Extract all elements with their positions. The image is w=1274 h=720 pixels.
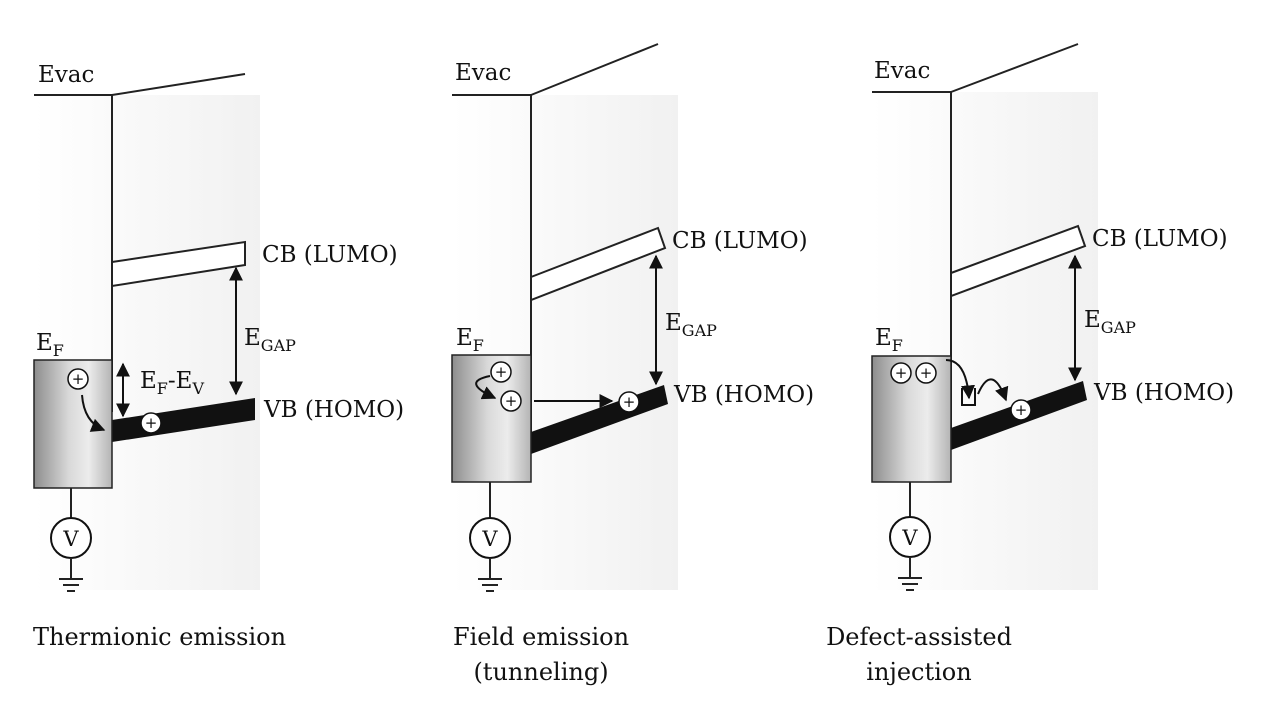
caption-line: (tunneling): [473, 658, 608, 686]
panel-field-emission: Evac CB (LUMO) VB (HOMO) EF EGAP + + + V…: [451, 43, 814, 686]
hole-icon: [915, 362, 937, 384]
caption-line: Field emission: [453, 623, 629, 651]
caption-line: Thermionic emission: [33, 623, 286, 651]
cb-label: CB (LUMO): [1092, 226, 1228, 252]
ef-ev-label: EF-EV: [140, 368, 204, 398]
hole-symbol: +: [1015, 401, 1028, 419]
semiconductor-background: [452, 95, 678, 590]
hole-icon: [140, 412, 162, 434]
fermi-level-label: EF: [36, 330, 64, 360]
thermal-excitation-arrow: [475, 375, 497, 400]
evac-level-semiconductor: [111, 73, 246, 96]
thermionic-path-arrow: [81, 394, 106, 432]
conduction-band: [950, 224, 1087, 298]
hole-icon: [890, 362, 912, 384]
hole-icon: [618, 391, 640, 413]
vb-label: VB (HOMO): [673, 382, 814, 408]
cb-label: CB (LUMO): [672, 228, 808, 254]
metal-electrode: [871, 355, 952, 483]
evac-level-semiconductor: [530, 43, 659, 96]
fermi-level-label: EF: [456, 325, 484, 355]
semiconductor-background: [34, 95, 260, 590]
ground-icon: [478, 578, 502, 592]
evac-level-semiconductor: [950, 43, 1079, 93]
panel-thermionic-emission: Evac CB (LUMO) VB (HOMO) EF EGAP EF-EV +…: [33, 62, 404, 651]
caption-line: Defect-assisted: [826, 623, 1012, 651]
hole-symbol: +: [623, 393, 636, 411]
hole-symbol: +: [920, 364, 933, 382]
conduction-band: [530, 226, 667, 302]
semiconductor-background: [872, 92, 1098, 590]
egap-label: EGAP: [665, 310, 717, 340]
evac-label: Evac: [455, 60, 511, 86]
vb-label: VB (HOMO): [1093, 380, 1234, 406]
caption-line: injection: [866, 658, 971, 686]
voltmeter-symbol: V: [62, 527, 79, 551]
hole-symbol: +: [145, 414, 158, 432]
trap-release-arrow: [977, 378, 1009, 402]
vb-label: VB (HOMO): [263, 397, 404, 423]
ground-icon: [898, 577, 922, 591]
hole-icon: [1010, 399, 1032, 421]
hole-icon: [490, 361, 512, 383]
hole-icon: [67, 368, 89, 390]
ground-icon: [59, 578, 83, 592]
trap-capture-arrow: [945, 359, 975, 400]
hole-symbol: +: [895, 364, 908, 382]
fermi-level-label: EF: [875, 325, 903, 355]
hole-symbol: +: [72, 370, 85, 388]
hole-symbol: +: [505, 392, 518, 410]
voltmeter-symbol: V: [481, 527, 498, 551]
hole-symbol: +: [495, 363, 508, 381]
egap-label: EGAP: [1084, 307, 1136, 337]
evac-label: Evac: [38, 62, 94, 88]
cb-label: CB (LUMO): [262, 242, 398, 268]
egap-label: EGAP: [244, 325, 296, 355]
voltmeter-symbol: V: [901, 526, 918, 550]
conduction-band: [111, 240, 246, 288]
panel-defect-assisted-injection: Evac CB (LUMO) VB (HOMO) EF EGAP + + + V…: [826, 43, 1234, 686]
evac-label: Evac: [874, 58, 930, 84]
hole-icon: [500, 390, 522, 412]
